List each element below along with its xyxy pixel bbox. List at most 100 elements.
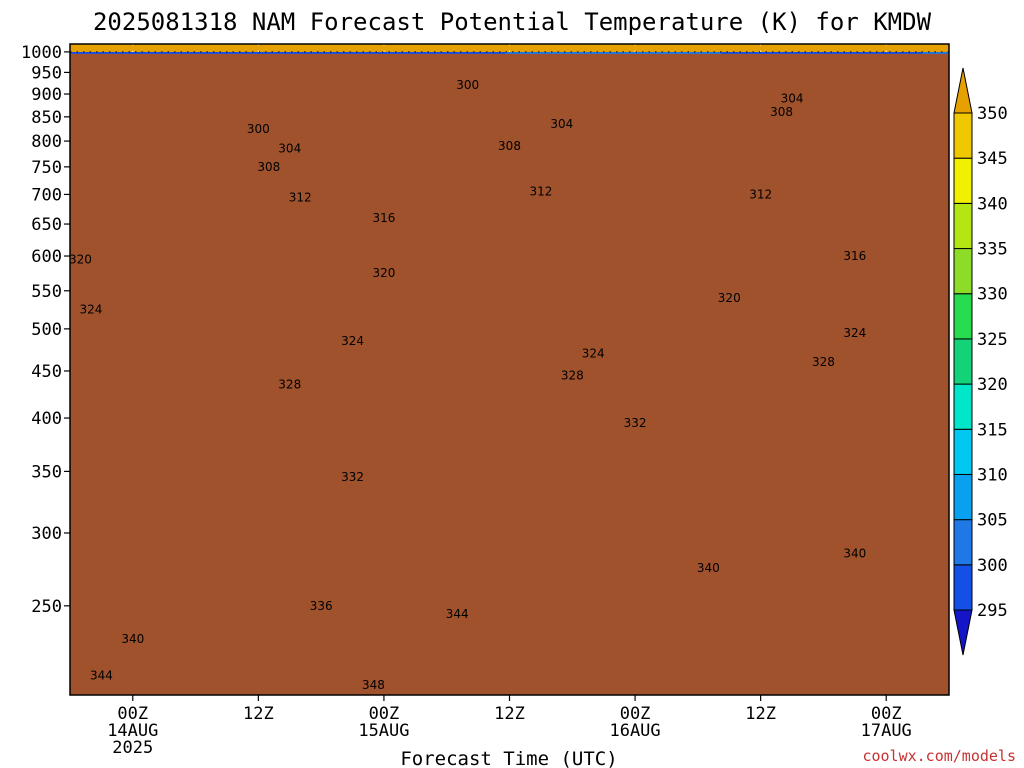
band-cell (634, 44, 638, 53)
contour-label: 304 (550, 117, 573, 131)
band-cell (361, 44, 365, 53)
band-cell (154, 44, 158, 53)
band-cell (316, 44, 320, 53)
band-cell (535, 44, 539, 53)
band-cell (283, 44, 287, 53)
y-tick-label: 1000 (21, 43, 62, 63)
band-cell (856, 44, 860, 53)
band-cell (784, 44, 788, 53)
band-cell (319, 44, 323, 53)
band-cell (73, 44, 77, 53)
contour-label: 316 (372, 211, 395, 225)
band-cell (754, 44, 758, 53)
band-cell (649, 44, 653, 53)
contour-label: 324 (843, 326, 866, 340)
contour-label: 332 (341, 470, 364, 484)
band-cell (418, 44, 422, 53)
band-cell (523, 44, 527, 53)
band-cell (526, 44, 530, 53)
band-cell (574, 44, 578, 53)
band-cell (577, 44, 581, 53)
band-cell (382, 44, 386, 53)
band-cell (763, 44, 767, 53)
band-cell (343, 44, 347, 53)
band-cell (694, 44, 698, 53)
band-cell (556, 44, 560, 53)
contour-label: 320 (69, 252, 92, 266)
band-cell (595, 44, 599, 53)
band-cell (220, 44, 224, 53)
band-cell (685, 44, 689, 53)
y-tick-label: 900 (31, 85, 62, 105)
band-cell (718, 44, 722, 53)
band-cell (541, 44, 545, 53)
band-cell (475, 52, 479, 55)
band-cell (91, 44, 95, 53)
band-cell (853, 44, 857, 53)
band-cell (709, 44, 713, 53)
band-cell (538, 44, 542, 53)
band-cell (919, 52, 923, 55)
band-cell (946, 44, 949, 53)
x-tick-label: 12Z (494, 704, 525, 724)
band-cell (436, 44, 440, 53)
band-cell (412, 44, 416, 53)
band-cell (712, 44, 716, 53)
band-cell (268, 44, 272, 53)
contour-label: 328 (812, 355, 835, 369)
band-cell (589, 44, 593, 53)
band-cell (823, 44, 827, 53)
y-tick-label: 500 (31, 320, 62, 340)
band-cell (601, 44, 605, 53)
band-cell (811, 44, 815, 53)
band-cell (838, 44, 842, 53)
band-cell (244, 44, 248, 53)
band-cell (529, 44, 533, 53)
band-cell (109, 44, 113, 53)
band-cell (937, 44, 941, 53)
band-cell (292, 44, 296, 53)
band-cell (688, 44, 692, 53)
band-cell (922, 44, 926, 53)
colorbar-swatch (953, 338, 973, 385)
band-cell (427, 44, 431, 53)
band-cell (367, 44, 371, 53)
band-cell (349, 44, 353, 53)
band-cell (421, 44, 425, 53)
band-cell (160, 44, 164, 53)
x-tick-label: 00Z (369, 704, 400, 724)
band-cell (667, 44, 671, 53)
contour-label: 336 (310, 599, 333, 613)
band-cell (124, 44, 128, 53)
band-cell (727, 44, 731, 53)
band-cell (463, 44, 467, 53)
band-cell (868, 44, 872, 53)
colorbar-label: 335 (977, 240, 1008, 260)
band-cell (781, 44, 785, 53)
band-cell (820, 44, 824, 53)
band-cell (778, 44, 782, 53)
band-cell (502, 52, 506, 55)
band-cell (352, 44, 356, 53)
band-cell (943, 44, 947, 53)
band-cell (394, 44, 398, 53)
band-cell (646, 44, 650, 53)
band-cell (616, 44, 620, 53)
band-cell (880, 44, 884, 53)
band-cell (793, 44, 797, 53)
band-cell (88, 44, 92, 53)
x-tick-label: 17AUG (861, 721, 912, 741)
band-cell (475, 44, 479, 53)
y-tick-label: 750 (31, 158, 62, 178)
contour-label: 344 (446, 607, 469, 621)
x-tick-label: 16AUG (609, 721, 660, 741)
band-cell (199, 44, 203, 53)
band-cell (331, 44, 335, 53)
band-cell (172, 44, 176, 53)
colorbar: 295 300 305 310 315 320 325 330 335 340 345 350 (953, 67, 1008, 656)
contour-labels: 344 340 336 348 344 340 340 332 332 328 328 328 324 3… (69, 78, 866, 692)
band-cell (307, 44, 311, 53)
band-cell (586, 44, 590, 53)
band-cell (934, 44, 938, 53)
